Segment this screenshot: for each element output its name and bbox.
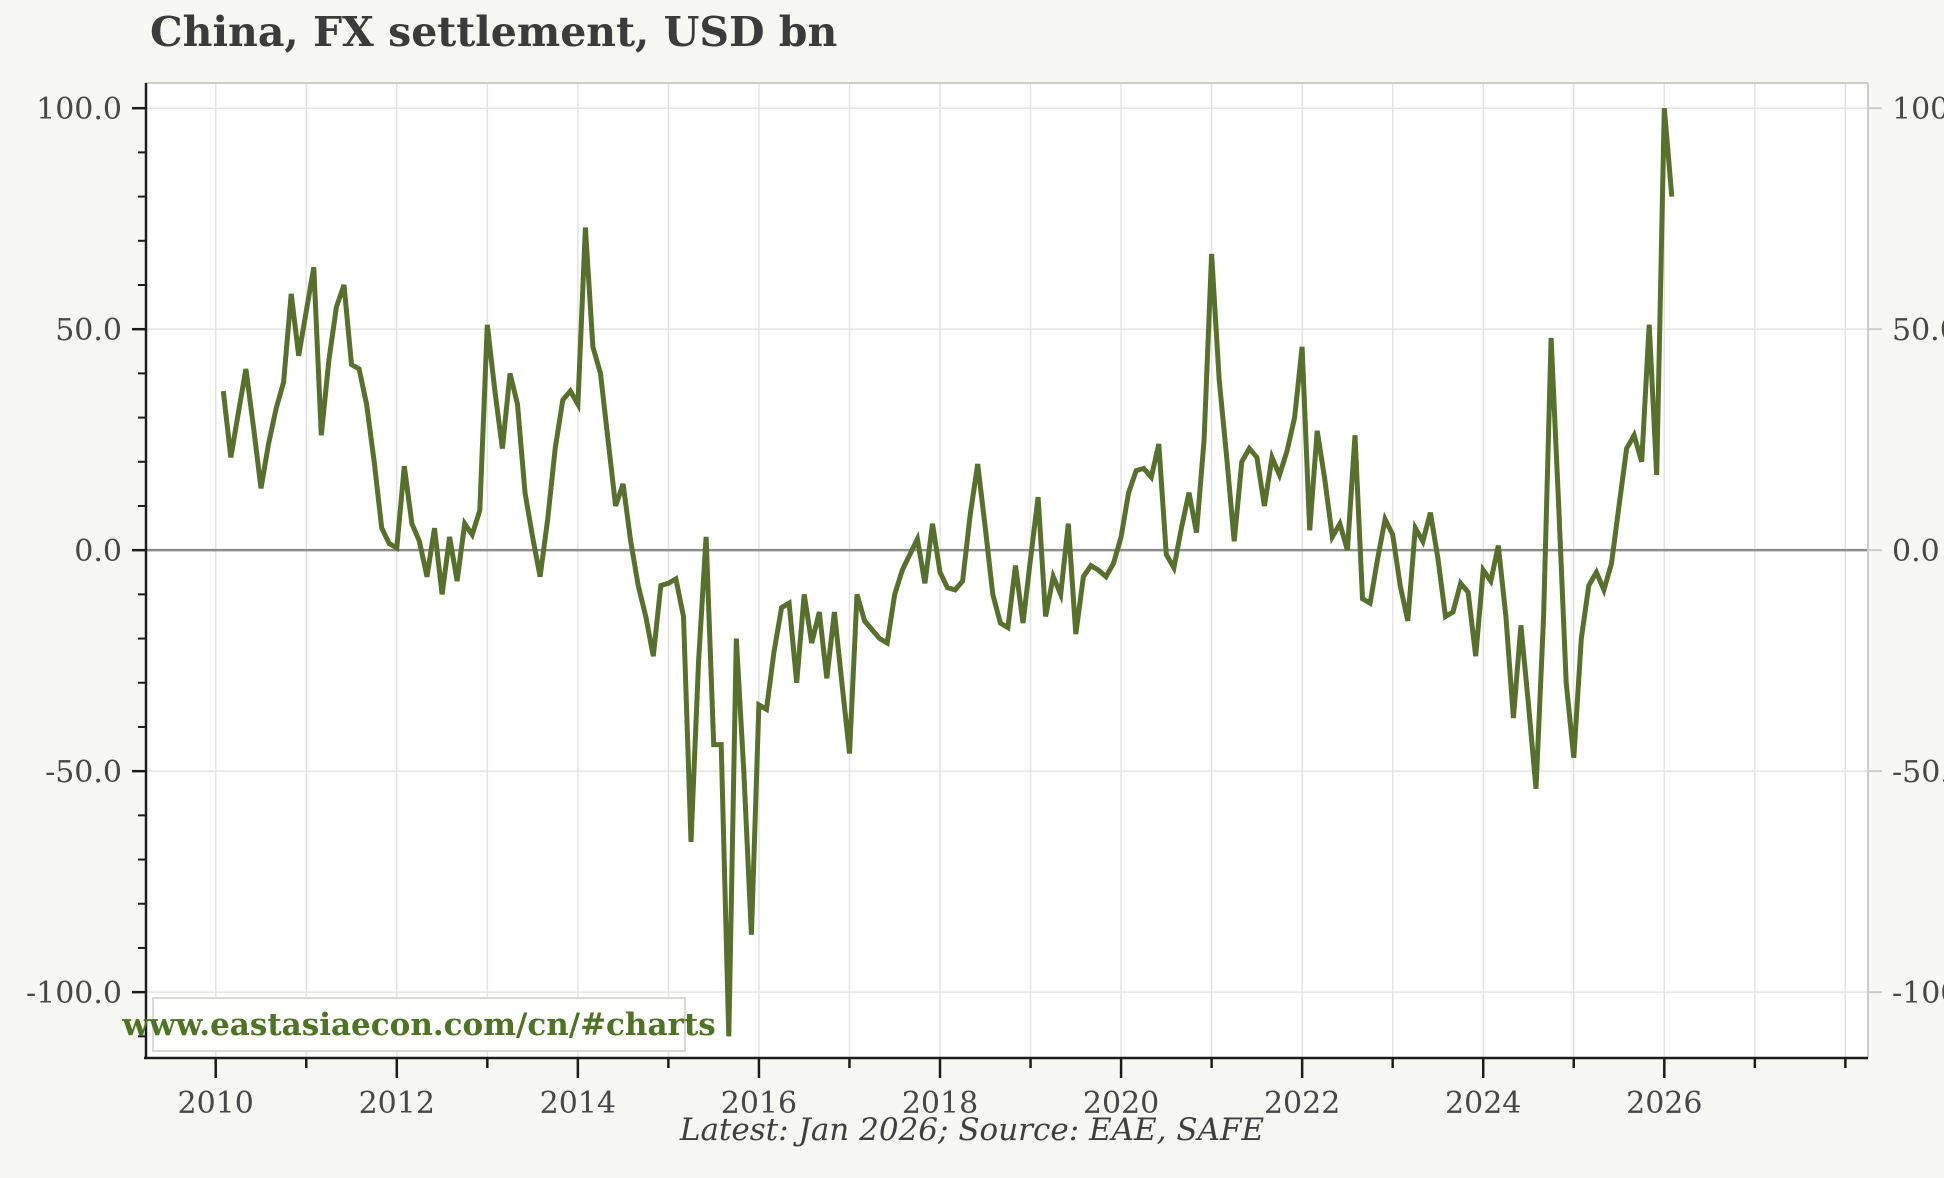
y-axis-label-left: -100.0	[26, 976, 122, 1011]
x-axis-label: 2022	[1264, 1086, 1340, 1121]
x-axis-label: 2018	[902, 1086, 978, 1121]
chart-footer-caption: Latest: Jan 2026; Source: EAE, SAFE	[679, 1112, 1265, 1148]
x-axis-label: 2010	[178, 1086, 254, 1121]
y-axis-label-right: -100.0	[1892, 976, 1944, 1011]
y-axis-label-left: 0.0	[74, 534, 122, 569]
chart-title: China, FX settlement, USD bn	[150, 8, 838, 56]
y-axis-label-right: 100.0	[1892, 92, 1944, 127]
x-axis-label: 2020	[1083, 1086, 1159, 1121]
watermark-link[interactable]: www.eastasiaecon.com/cn/#charts	[122, 1006, 716, 1043]
y-axis-label-right: 50.0	[1892, 313, 1944, 348]
x-axis-label: 2016	[721, 1086, 797, 1121]
y-axis-label-left: 100.0	[36, 92, 122, 127]
watermark-box: www.eastasiaecon.com/cn/#charts	[122, 997, 716, 1052]
fx-settlement-line	[220, 107, 1675, 1037]
x-axis-label: 2026	[1626, 1086, 1702, 1121]
y-axis-label-left: 50.0	[55, 313, 122, 348]
x-axis-label: 2012	[359, 1086, 435, 1121]
y-axis-label-right: -50.0	[1892, 755, 1944, 790]
plot-area	[146, 83, 1868, 1058]
y-axis-label-left: -50.0	[45, 755, 122, 790]
x-axis-label: 2024	[1445, 1086, 1521, 1121]
x-axis-label: 2014	[540, 1086, 616, 1121]
y-axis-label-right: 0.0	[1892, 534, 1940, 569]
